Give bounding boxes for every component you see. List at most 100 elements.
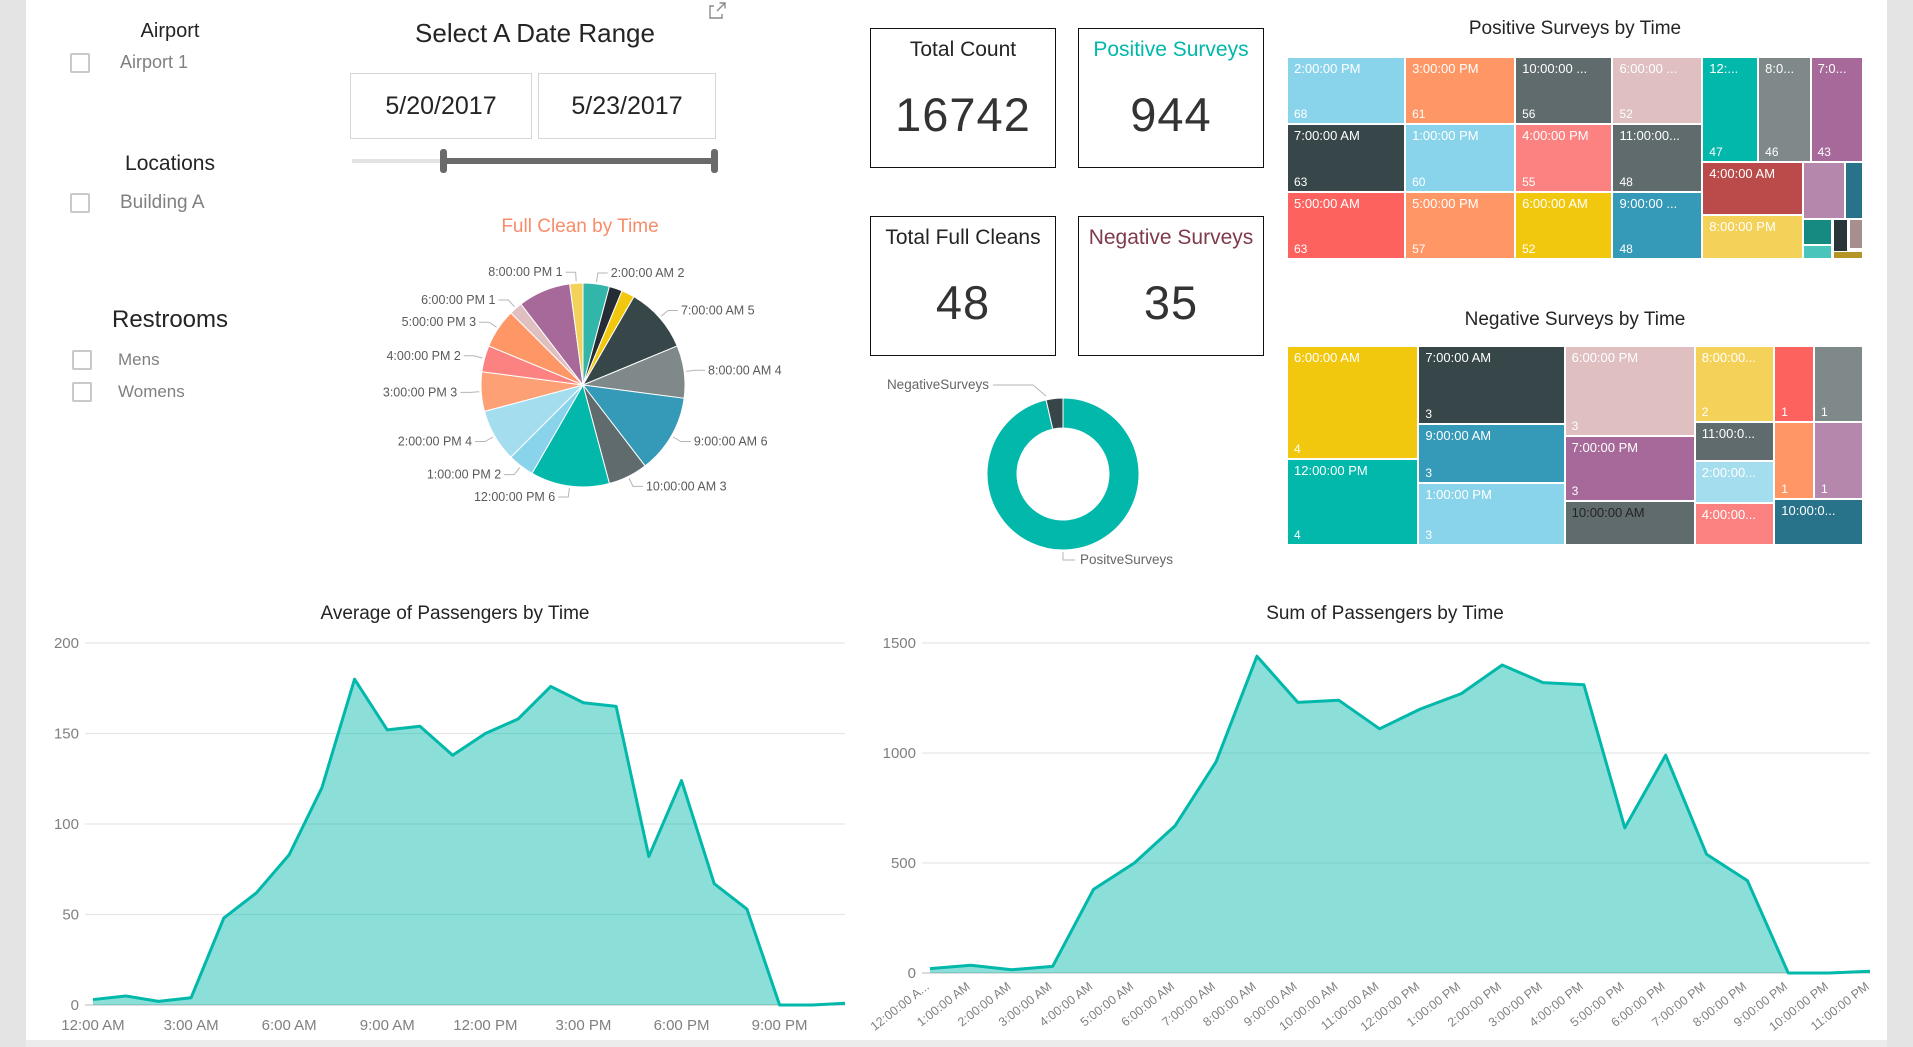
- treemap-cell[interactable]: 8:00:00 PM: [1702, 214, 1804, 259]
- womens-checkbox[interactable]: [72, 382, 92, 402]
- total-count-card[interactable]: Total Count 16742: [870, 28, 1056, 168]
- treemap-cell[interactable]: [1803, 218, 1832, 245]
- treemap-cell[interactable]: 2:00:00 PM 68: [1287, 57, 1406, 125]
- donut-label-leader-line: [993, 384, 1047, 397]
- donut-slice-positive[interactable]: [986, 397, 1140, 551]
- treemap-cell[interactable]: 6:00:00 ... 52: [1612, 57, 1703, 125]
- treemap-cell[interactable]: 4:00:00...: [1694, 503, 1775, 545]
- building-a-checkbox[interactable]: [70, 193, 90, 213]
- treemap-cell[interactable]: 10:00:0...: [1774, 499, 1863, 545]
- treemap-cell-value: 63: [1294, 174, 1308, 189]
- start-date-input[interactable]: 5/20/2017: [350, 73, 532, 139]
- treemap-cell-value: 52: [1619, 107, 1633, 122]
- treemap-cell[interactable]: 10:00:00 AM: [1564, 501, 1695, 545]
- x-tick-label: 9:00 AM: [360, 1017, 415, 1034]
- date-slider-handle-end[interactable]: [711, 149, 718, 173]
- treemap-cell[interactable]: 7:00:00 AM 3: [1418, 346, 1565, 424]
- positive-surveys-card[interactable]: Positive Surveys 944: [1078, 28, 1264, 168]
- treemap-cell[interactable]: [1803, 162, 1845, 219]
- airport-1-checkbox[interactable]: [70, 52, 90, 73]
- treemap-cell[interactable]: [1844, 162, 1863, 219]
- locations-filter-item[interactable]: Building A: [70, 192, 290, 214]
- treemap-cell[interactable]: 11:00:00... 48: [1612, 124, 1703, 192]
- treemap-cell[interactable]: 1: [1814, 421, 1863, 500]
- treemap-cell[interactable]: 1:00:00 PM 60: [1405, 124, 1516, 192]
- y-tick-label: 200: [54, 635, 79, 652]
- negative-surveys-card[interactable]: Negative Surveys 35: [1078, 216, 1264, 356]
- restrooms-filter-item-mens[interactable]: Mens: [72, 350, 292, 370]
- treemap-cell[interactable]: 7:00:00 PM 3: [1564, 435, 1695, 502]
- treemap-cell[interactable]: 3:00:00 PM 61: [1405, 57, 1516, 125]
- date-range-title: Select A Date Range: [415, 18, 655, 48]
- treemap-cell[interactable]: 12:00:00 PM 4: [1287, 459, 1419, 545]
- pie-label-leader-line: [558, 488, 570, 498]
- treemap-cell-label: 4:00:00...: [1701, 507, 1757, 523]
- treemap-cell[interactable]: 8:00:00... 2: [1694, 346, 1775, 422]
- treemap-cell[interactable]: 11:00:0...: [1694, 421, 1775, 462]
- restrooms-filter-item-womens[interactable]: Womens: [72, 382, 292, 402]
- treemap-cell-value: 56: [1522, 107, 1536, 122]
- treemap-cell-label: 10:00:00 ...: [1522, 61, 1588, 76]
- treemap-cell[interactable]: [1849, 218, 1863, 249]
- pie-label: 2:00:00 AM 2: [611, 266, 685, 280]
- total-count-value: 16742: [895, 88, 1031, 141]
- focus-mode-icon[interactable]: [708, 2, 728, 20]
- pie-label: 7:00:00 AM 5: [681, 303, 755, 317]
- end-date-input[interactable]: 5/23/2017: [538, 73, 716, 139]
- treemap-cell[interactable]: 5:00:00 AM 63: [1287, 191, 1406, 259]
- pie-slice[interactable]: [569, 282, 584, 386]
- right-edge-gutter: [1887, 0, 1913, 1047]
- date-slider-range[interactable]: [443, 158, 715, 164]
- donut-slice-negative[interactable]: [1045, 397, 1064, 430]
- treemap-cell[interactable]: 6:00:00 AM 4: [1287, 346, 1419, 460]
- treemap-cell[interactable]: 7:00:00 AM 63: [1287, 124, 1406, 192]
- treemap-cell-label: 12:00:00 PM: [1294, 463, 1368, 479]
- positive-surveys-title: Positive Surveys: [1093, 38, 1249, 61]
- treemap-cell-label: 10:00:00 AM: [1571, 505, 1645, 521]
- treemap-cell-label: 8:0...: [1765, 61, 1795, 76]
- treemap-cell-value: 3: [1425, 466, 1432, 481]
- treemap-cell[interactable]: 1: [1814, 346, 1863, 422]
- treemap-cell[interactable]: 1:00:00 PM 3: [1418, 483, 1565, 545]
- area-fill[interactable]: [93, 679, 845, 1005]
- y-tick-label: 1500: [883, 635, 916, 652]
- treemap-cell-label: 8:00:00...: [1701, 350, 1757, 365]
- mens-checkbox[interactable]: [72, 350, 92, 370]
- airport-filter-item[interactable]: Airport 1: [70, 52, 290, 73]
- pie-slice[interactable]: [581, 384, 685, 467]
- date-slider-handle-start[interactable]: [440, 149, 447, 173]
- pie-slice[interactable]: [531, 383, 611, 488]
- treemap-cell-label: 5:00:00 PM: [1412, 195, 1479, 211]
- treemap-cell-label: 12:...: [1709, 61, 1739, 76]
- treemap-cell[interactable]: 5:00:00 PM 57: [1405, 191, 1516, 259]
- treemap-cell[interactable]: 8:0... 46: [1758, 57, 1811, 163]
- treemap-cell[interactable]: 1: [1774, 421, 1815, 500]
- area-fill[interactable]: [930, 656, 1870, 973]
- treemap-cell[interactable]: 6:00:00 AM 52: [1515, 191, 1613, 259]
- airport-1-label: Airport 1: [120, 52, 189, 72]
- treemap-cell[interactable]: 12:... 47: [1702, 57, 1759, 163]
- treemap-cell[interactable]: [1803, 244, 1832, 259]
- total-full-cleans-card[interactable]: Total Full Cleans 48: [870, 216, 1056, 356]
- treemap-cell[interactable]: 10:00:00 ... 56: [1515, 57, 1613, 125]
- treemap-cell[interactable]: 6:00:00 PM 3: [1564, 346, 1695, 436]
- treemap-cell[interactable]: 2:00:00...: [1694, 461, 1775, 504]
- y-tick-label: 0: [908, 965, 916, 982]
- bottom-edge-gutter: [26, 1040, 1887, 1047]
- treemap-cell[interactable]: 7:0... 43: [1810, 57, 1863, 163]
- treemap-cell[interactable]: 4:00:00 PM 55: [1515, 124, 1613, 192]
- pie-label: 5:00:00 PM 3: [402, 315, 476, 329]
- treemap-cell[interactable]: 1: [1774, 346, 1815, 422]
- treemap-cell[interactable]: [1833, 250, 1863, 259]
- treemap-cell-label: 6:00:00 PM: [1571, 350, 1639, 365]
- treemap-cell[interactable]: 9:00:00 AM 3: [1418, 423, 1565, 484]
- treemap-cell[interactable]: 4:00:00 AM: [1702, 162, 1804, 215]
- treemap-cell-label: 3:00:00 PM: [1412, 61, 1479, 76]
- total-count-title: Total Count: [909, 38, 1017, 61]
- treemap-cell[interactable]: 9:00:00 ... 48: [1612, 191, 1703, 259]
- treemap-cell-value: 3: [1425, 406, 1432, 421]
- treemap-cell-label: 10:00:0...: [1781, 503, 1836, 519]
- avg-passengers-area-chart: 0 50 100 150 200 12:00 AM 3:00 AM 6:00 AM 9:00 A…: [54, 635, 846, 1034]
- positive-surveys-value: 944: [1130, 88, 1212, 141]
